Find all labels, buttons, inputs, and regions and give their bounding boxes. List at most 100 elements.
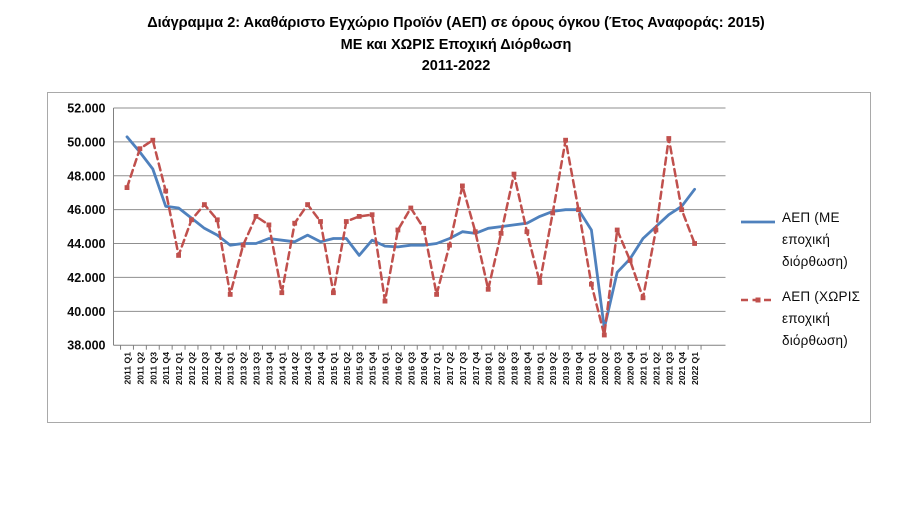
dashed-line-marker-sample-icon	[741, 292, 775, 310]
data-point-marker	[447, 242, 452, 248]
y-tick-label: 48.000	[67, 169, 105, 183]
data-point-marker	[498, 231, 504, 236]
data-point-marker	[266, 222, 272, 228]
y-tick-label: 46.000	[67, 203, 105, 217]
legend-item-seasonally-adjusted: ΑΕΠ (ΜΕ εποχική διόρθωση)	[741, 207, 871, 273]
data-point-marker	[627, 258, 633, 263]
data-point-marker	[421, 225, 427, 231]
x-tick-label: 2018 Q1	[484, 352, 494, 385]
data-point-marker	[331, 290, 336, 296]
x-tick-label: 2013 Q3	[252, 352, 262, 385]
x-tick-label: 2013 Q4	[264, 352, 274, 385]
x-tick-label: 2013 Q1	[226, 352, 236, 385]
x-tick-label: 2019 Q2	[548, 352, 558, 385]
legend-label-non-adjusted: ΑΕΠ (ΧΩΡΙΣ εποχική διόρθωση)	[782, 289, 861, 348]
x-tick-label: 2020 Q4	[626, 352, 636, 385]
data-point-marker	[253, 214, 259, 219]
data-point-marker	[137, 146, 143, 152]
x-tick-label: 2020 Q2	[600, 352, 610, 385]
data-point-marker	[343, 219, 349, 224]
data-point-marker	[124, 185, 130, 190]
x-tick-label: 2018 Q2	[497, 352, 507, 385]
x-tick-label: 2022 Q1	[690, 352, 700, 385]
data-point-marker	[369, 212, 375, 218]
data-point-marker	[692, 241, 697, 246]
x-tick-label: 2016 Q3	[406, 352, 416, 385]
data-point-marker	[601, 332, 607, 338]
data-point-marker	[550, 210, 556, 216]
data-point-marker	[640, 295, 646, 301]
x-tick-label: 2019 Q3	[561, 352, 571, 385]
x-tick-label: 2021 Q2	[651, 352, 661, 385]
x-tick-label: 2011 Q3	[148, 352, 158, 385]
x-tick-label: 2021 Q3	[664, 352, 674, 385]
data-point-marker	[511, 171, 517, 177]
legend-label-seasonally-adjusted: ΑΕΠ (ΜΕ εποχική διόρθωση)	[782, 210, 848, 269]
chart-title-line-2: ΜΕ και ΧΩΡΙΣ Εποχική Διόρθωση	[340, 36, 572, 53]
legend: ΑΕΠ (ΜΕ εποχική διόρθωση) ΑΕΠ (ΧΩΡΙΣ επο…	[741, 207, 871, 352]
series-line	[125, 135, 696, 330]
data-point-marker	[382, 298, 388, 304]
data-point-marker	[460, 183, 465, 189]
x-tick-label: 2017 Q3	[458, 352, 468, 385]
x-tick-label: 2017 Q4	[471, 352, 481, 385]
data-point-marker	[318, 219, 323, 224]
data-point-marker	[576, 207, 581, 213]
y-tick-label: 44.000	[67, 237, 105, 251]
data-point-marker	[653, 227, 659, 233]
data-point-marker	[176, 253, 181, 258]
x-tick-label: 2011 Q2	[135, 352, 145, 385]
x-tick-label: 2015 Q2	[342, 352, 352, 385]
y-tick-label: 38.000	[67, 339, 105, 353]
x-tick-label: 2015 Q4	[368, 352, 378, 385]
data-point-marker	[202, 202, 207, 207]
x-tick-label: 2019 Q4	[574, 352, 584, 385]
data-point-marker	[408, 205, 414, 211]
chart-title: Διάγραμμα 2: Ακαθάριστο Εγχώριο Προϊόν (…	[0, 13, 912, 78]
series-seasonally-adjusted	[125, 135, 696, 330]
axes	[113, 108, 726, 346]
data-point-marker	[563, 137, 568, 143]
x-tick-label: 2013 Q2	[239, 352, 249, 385]
x-tick-label: 2015 Q1	[329, 352, 339, 385]
x-tick-label: 2017 Q1	[432, 352, 442, 385]
x-axis-ticks	[120, 345, 702, 350]
y-tick-label: 52.000	[67, 102, 105, 116]
legend-item-non-adjusted: ΑΕΠ (ΧΩΡΙΣ εποχική διόρθωση)	[741, 286, 871, 352]
x-tick-label: 2014 Q1	[277, 352, 287, 385]
data-point-marker	[485, 286, 491, 292]
data-point-marker	[614, 227, 620, 233]
y-tick-label: 42.000	[67, 271, 105, 285]
x-tick-label: 2020 Q1	[587, 352, 597, 385]
gridlines	[113, 107, 726, 312]
data-point-marker	[356, 214, 362, 219]
x-tick-label: 2020 Q3	[613, 352, 623, 385]
data-point-marker	[214, 217, 220, 223]
data-point-marker	[292, 220, 298, 226]
x-tick-label: 2012 Q3	[200, 352, 210, 385]
x-tick-label: 2011 Q1	[123, 352, 133, 385]
data-point-marker	[240, 242, 246, 248]
data-point-marker	[150, 137, 156, 143]
data-point-marker	[189, 217, 194, 223]
solid-line-sample-icon	[741, 213, 775, 231]
x-tick-label: 2016 Q4	[419, 352, 429, 385]
x-tick-label: 2014 Q4	[316, 352, 326, 385]
data-point-marker	[524, 229, 530, 235]
chart-frame	[47, 92, 871, 423]
x-tick-label: 2021 Q4	[677, 352, 687, 385]
x-axis-labels: 2011 Q1 2011 Q2 2011 Q3 2011 Q4 2012 Q1 2012 …	[123, 352, 701, 385]
x-tick-label: 2016 Q2	[393, 352, 403, 385]
x-tick-label: 2012 Q1	[174, 352, 184, 385]
y-tick-label: 50.000	[67, 135, 105, 149]
x-tick-label: 2017 Q2	[445, 352, 455, 385]
data-point-marker	[589, 281, 594, 287]
x-tick-label: 2018 Q3	[510, 352, 520, 385]
data-point-marker	[279, 290, 285, 296]
data-point-marker	[679, 207, 685, 213]
data-point-marker	[163, 188, 169, 194]
x-tick-label: 2015 Q3	[355, 352, 365, 385]
x-tick-label: 2012 Q4	[213, 352, 223, 385]
